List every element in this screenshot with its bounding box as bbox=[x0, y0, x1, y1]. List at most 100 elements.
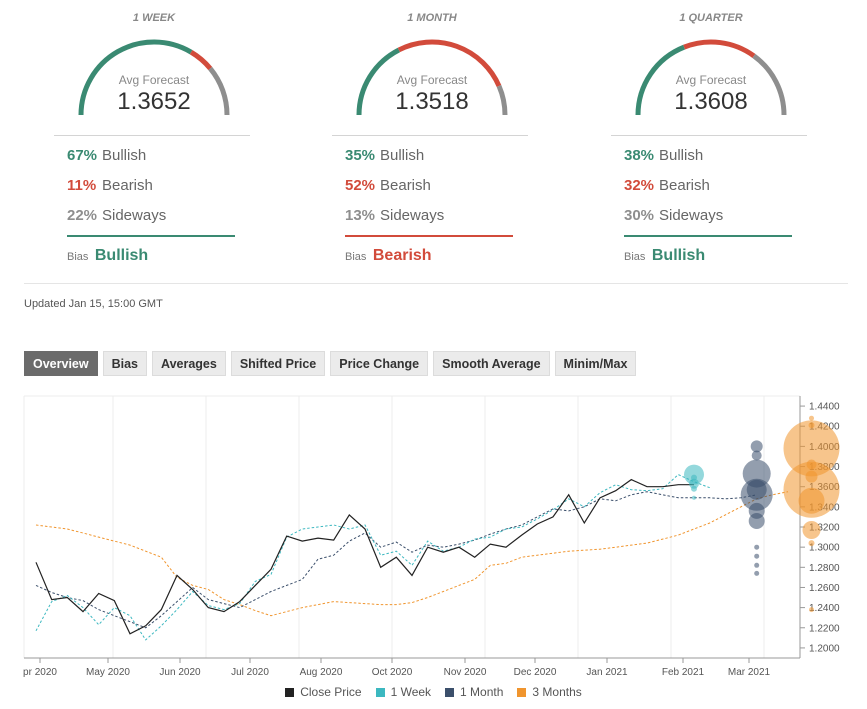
bullish-label: Bullish bbox=[380, 147, 425, 164]
sideways-pct: 30% bbox=[624, 207, 655, 224]
bullish-pct: 38% bbox=[624, 147, 655, 164]
y-tick-label: 1.3200 bbox=[809, 523, 840, 534]
series-line-month bbox=[35, 491, 757, 629]
y-tick-label: 1.2200 bbox=[809, 623, 840, 634]
forecast-gauge bbox=[78, 39, 230, 116]
y-tick-label: 1.2600 bbox=[809, 583, 840, 594]
bearish-label: Bearish bbox=[659, 177, 710, 194]
y-tick-label: 1.4400 bbox=[809, 402, 840, 413]
series-line-week bbox=[35, 474, 710, 641]
x-tick-label: Mar 2021 bbox=[728, 667, 771, 678]
bearish-pct: 32% bbox=[624, 177, 655, 194]
forecast-bubble-month[interactable] bbox=[740, 478, 773, 511]
forecast-bubble-quarter[interactable] bbox=[798, 487, 825, 514]
forecast-gauge bbox=[635, 39, 787, 116]
legend-item-1-week[interactable]: 1 Week bbox=[375, 685, 432, 699]
x-tick-label: Oct 2020 bbox=[372, 667, 413, 678]
forecast-bubble-month[interactable] bbox=[754, 562, 760, 568]
avg-forecast-label: Avg Forecast bbox=[118, 73, 190, 87]
bias-value: Bearish bbox=[372, 247, 432, 264]
forecast-bubble-quarter[interactable] bbox=[809, 607, 814, 613]
forecast-bubble-month[interactable] bbox=[754, 553, 760, 559]
bearish-pct: 52% bbox=[345, 177, 376, 194]
forecast-bubble-month[interactable] bbox=[750, 440, 763, 453]
gauge-arc-sideways bbox=[208, 66, 230, 116]
series-line-quarter bbox=[35, 491, 789, 617]
legend-swatch bbox=[517, 687, 527, 697]
x-tick-label: Dec 2020 bbox=[514, 667, 557, 678]
forecast-bubble-week[interactable] bbox=[689, 478, 699, 489]
bearish-stat: 52% Bearish bbox=[345, 177, 431, 194]
y-tick-label: 1.3000 bbox=[809, 543, 840, 554]
forecast-bubble-quarter[interactable] bbox=[808, 540, 815, 547]
updated-timestamp: Updated Jan 15, 15:00 GMT bbox=[24, 298, 163, 310]
legend-item-3-months[interactable]: 3 Months bbox=[517, 685, 582, 699]
forecast-bubble-quarter[interactable] bbox=[809, 415, 814, 421]
legend-label: 1 Week bbox=[390, 685, 432, 699]
gauge-arc-bearish bbox=[397, 39, 502, 88]
avg-forecast-label: Avg Forecast bbox=[396, 73, 468, 87]
forecast-bubble-week[interactable] bbox=[691, 485, 697, 492]
legend-item-close-price[interactable]: Close Price bbox=[285, 685, 362, 699]
gauge-arc-sideways bbox=[752, 53, 787, 116]
x-tick-label: pr 2020 bbox=[23, 667, 57, 678]
tab-shifted-price[interactable]: Shifted Price bbox=[230, 351, 326, 376]
chart-legend: Close Price 1 Week 1 Month 3 Months bbox=[0, 685, 867, 699]
x-tick-label: Jul 2020 bbox=[231, 667, 269, 678]
bullish-pct: 35% bbox=[345, 147, 376, 164]
chart-tabs: Overview Bias Averages Shifted Price Pri… bbox=[24, 351, 637, 376]
tab-overview[interactable]: Overview bbox=[24, 351, 98, 376]
bullish-stat: 38% Bullish bbox=[624, 147, 703, 164]
bias-row: Bias Bullish bbox=[67, 247, 148, 265]
panel-divider bbox=[332, 135, 528, 136]
panel-divider bbox=[54, 135, 250, 136]
legend-item-1-month[interactable]: 1 Month bbox=[445, 685, 503, 699]
panel-period: 1 QUARTER bbox=[679, 12, 743, 24]
legend-label: Close Price bbox=[300, 685, 362, 699]
bias-line bbox=[624, 235, 792, 237]
forecast-bubble-month[interactable] bbox=[754, 570, 760, 576]
x-tick-label: Jan 2021 bbox=[586, 667, 628, 678]
forecast-bubble-month[interactable] bbox=[748, 513, 765, 529]
gauge-arc-bullish bbox=[78, 39, 193, 116]
bias-label: Bias bbox=[67, 251, 89, 263]
avg-forecast-value: 1.3608 bbox=[674, 88, 748, 115]
sideways-label: Sideways bbox=[659, 207, 724, 224]
series-line-close bbox=[35, 478, 694, 635]
sideways-stat: 13% Sideways bbox=[345, 207, 444, 224]
bearish-label: Bearish bbox=[380, 177, 431, 194]
bearish-pct: 11% bbox=[67, 177, 97, 194]
legend-swatch bbox=[285, 687, 295, 697]
avg-forecast-value: 1.3652 bbox=[117, 88, 191, 115]
sideways-stat: 30% Sideways bbox=[624, 207, 723, 224]
panel-period: 1 WEEK bbox=[132, 12, 176, 24]
forecast-bubble-month[interactable] bbox=[754, 544, 760, 550]
y-tick-label: 1.2400 bbox=[809, 603, 840, 614]
bearish-stat: 32% Bearish bbox=[624, 177, 710, 194]
tab-price-change[interactable]: Price Change bbox=[330, 351, 429, 376]
tab-minim-max[interactable]: Minim/Max bbox=[554, 351, 637, 376]
x-tick-label: Nov 2020 bbox=[444, 667, 487, 678]
tab-bias[interactable]: Bias bbox=[102, 351, 147, 376]
forecast-bubble-quarter[interactable] bbox=[802, 521, 821, 539]
forecast-bubble-week[interactable] bbox=[692, 495, 696, 500]
sideways-pct: 13% bbox=[345, 207, 376, 224]
sideways-label: Sideways bbox=[380, 207, 445, 224]
gauge-arc-bearish bbox=[683, 39, 756, 58]
forecast-bubble-month[interactable] bbox=[751, 450, 762, 461]
forecast-chart: 1.44001.42001.40001.38001.36001.34001.32… bbox=[23, 395, 840, 678]
avg-forecast-value: 1.3518 bbox=[395, 88, 469, 115]
x-tick-label: Aug 2020 bbox=[300, 667, 343, 678]
tab-averages[interactable]: Averages bbox=[152, 351, 226, 376]
tab-smooth-average[interactable]: Smooth Average bbox=[433, 351, 550, 376]
forecast-bubble-quarter[interactable] bbox=[783, 420, 840, 477]
avg-forecast-label: Avg Forecast bbox=[675, 73, 747, 87]
bullish-pct: 67% bbox=[67, 147, 98, 164]
gauge-arc-sideways bbox=[496, 85, 508, 116]
bullish-stat: 67% Bullish bbox=[67, 147, 146, 164]
legend-swatch bbox=[375, 687, 385, 697]
gauge-arc-bullish bbox=[356, 47, 401, 116]
bearish-stat: 11% Bearish bbox=[67, 177, 153, 194]
gauge-arc-bearish bbox=[189, 50, 213, 71]
legend-swatch bbox=[445, 687, 455, 697]
